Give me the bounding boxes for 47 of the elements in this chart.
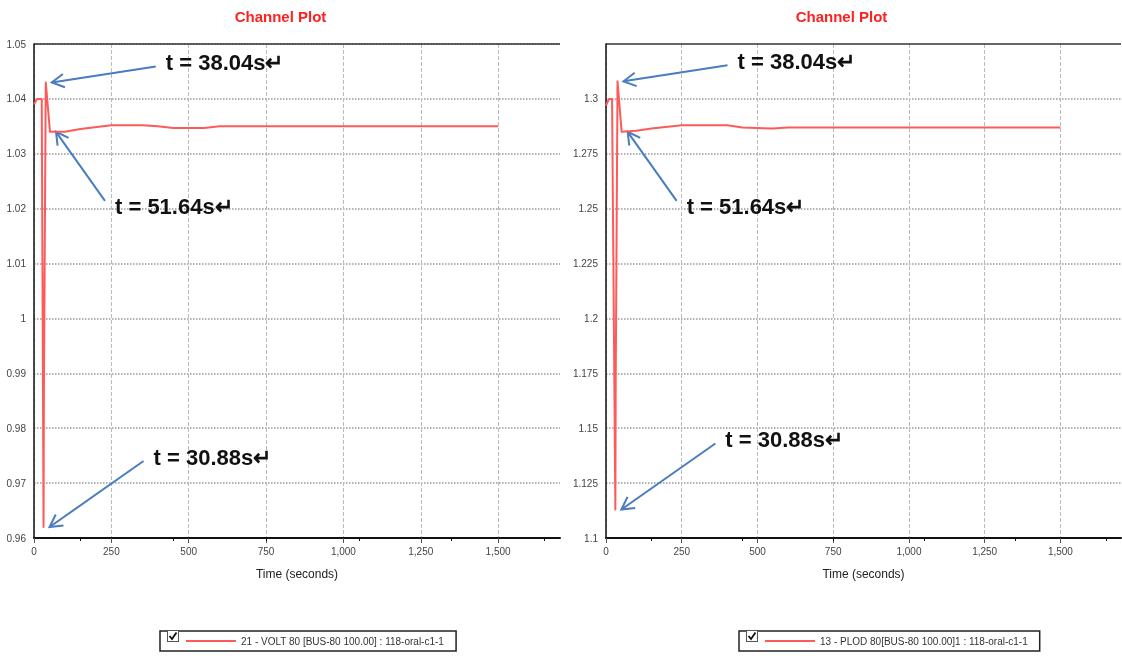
y-tick-label: 1.275 <box>572 148 599 160</box>
line-series <box>33 81 500 529</box>
x-tick-label: 750 <box>824 545 842 557</box>
y-tick-label: 1.02 <box>6 203 27 215</box>
x-tick-label: 500 <box>180 545 198 557</box>
x-tick-label: 500 <box>749 545 767 557</box>
x-axis-title: Time (seconds) <box>255 567 339 581</box>
y-tick-label: 0.97 <box>6 477 27 489</box>
annotation: t = 30.88s↵ <box>153 444 272 470</box>
annotation: t = 38.04s↵ <box>737 48 856 74</box>
annotation: t = 51.64s↵ <box>114 194 233 220</box>
y-tick-label: 1.3 <box>584 93 599 105</box>
x-axis-title: Time (seconds) <box>822 567 905 581</box>
x-tick-label: 1,000 <box>330 545 357 557</box>
y-tick-label: 0.98 <box>6 422 27 434</box>
x-tick-label: 0 <box>31 545 38 557</box>
x-tick-label: 1,500 <box>485 545 512 557</box>
x-tick-label: 0 <box>603 545 610 557</box>
y-tick-label: 1.25 <box>578 203 599 215</box>
chart-title: Channel Plot <box>795 8 888 25</box>
y-tick-label: 0.99 <box>6 367 27 379</box>
y-tick-label: 1.04 <box>6 93 27 105</box>
x-tick-label: 750 <box>257 545 275 557</box>
annotation: t = 30.88s↵ <box>725 426 844 452</box>
y-tick-label: 1.01 <box>6 258 27 270</box>
annotation: t = 38.04s↵ <box>165 49 284 75</box>
y-tick-label: 1.175 <box>572 367 599 379</box>
y-tick-label: 1.225 <box>572 258 599 270</box>
y-tick-label: 1 <box>20 312 27 324</box>
y-tick-label: 0.96 <box>6 532 27 544</box>
y-tick-label: 1.03 <box>6 148 27 160</box>
annotation: t = 51.64s↵ <box>686 194 805 220</box>
legend-label: 21 - VOLT 80 [BUS-80 100.00] : 118-oral-c1-1 <box>241 635 445 647</box>
legend-label: 13 - PLOD 80[BUS-80 100.00]1 : 118-oral-c1-1 <box>820 635 1029 647</box>
x-tick-label: 1,250 <box>972 545 998 557</box>
y-tick-label: 1.125 <box>572 477 599 489</box>
line-series <box>605 80 1062 511</box>
chart-title: Channel Plot <box>234 8 327 25</box>
x-tick-label: 1,500 <box>1047 545 1074 557</box>
x-tick-label: 250 <box>673 545 691 557</box>
y-tick-label: 1.05 <box>6 38 27 50</box>
y-tick-label: 1.15 <box>578 422 599 434</box>
y-tick-label: 1.2 <box>584 312 599 324</box>
y-tick-label: 1.1 <box>584 532 599 544</box>
x-tick-label: 1,000 <box>896 545 922 557</box>
x-tick-label: 250 <box>103 545 121 557</box>
x-tick-label: 1,250 <box>408 545 434 557</box>
